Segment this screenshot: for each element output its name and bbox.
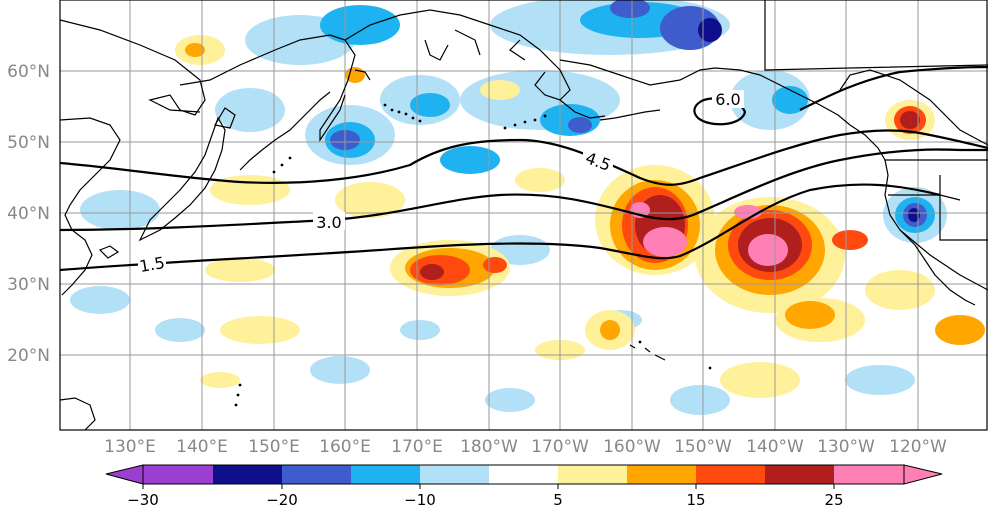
contour-label-3-0: 3.0 [316, 213, 341, 232]
contour-label-1-5: 1.5 [138, 253, 166, 276]
lat-label-30n: 30°N [7, 275, 50, 295]
lon-label-140w: 140°W [746, 437, 804, 457]
lat-label-60n: 60°N [7, 62, 50, 82]
lon-label-130w: 130°W [817, 437, 875, 457]
colorbar-segment [834, 465, 904, 484]
colorbar-tick-label: −30 [127, 491, 159, 509]
contour-labels: 6.0 4.5 3.0 1.5 [138, 90, 744, 276]
colorbar-tick-label: −20 [266, 491, 298, 509]
colorbar-segment [282, 465, 351, 484]
colorbar-segment [558, 465, 627, 484]
colorbar-tick-label: 15 [686, 491, 705, 509]
colorbar-tick-label: 5 [553, 491, 563, 509]
lat-label-40n: 40°N [7, 204, 50, 224]
contour-label-6-0: 6.0 [715, 90, 740, 109]
lon-label-150w: 150°W [674, 437, 732, 457]
colorbar-segment [351, 465, 420, 484]
colorbar-tick-label: 25 [824, 491, 843, 509]
colorbar-segment [627, 465, 696, 484]
colorbar-segment [143, 465, 213, 484]
lon-label-150e: 150°E [248, 437, 300, 457]
colorbar-extend-max [903, 464, 943, 485]
colorbar-segment [765, 465, 834, 484]
plot-frame [59, 0, 988, 431]
longitude-labels: 130°E 140°E 150°E 160°E 170°E 180°W 170°… [104, 437, 947, 457]
colorbar-extend-min [105, 464, 144, 485]
colorbar: −30 −20 −10 5 15 25 [105, 464, 943, 509]
plot-area: 6.0 4.5 3.0 1.5 [60, 0, 988, 430]
colorbar-segment [696, 465, 765, 484]
lat-label-50n: 50°N [7, 133, 50, 153]
latitude-labels: 60°N 50°N 40°N 30°N 20°N [7, 62, 50, 366]
lat-label-20n: 20°N [7, 346, 50, 366]
lon-label-130e: 130°E [104, 437, 156, 457]
colorbar-segment [420, 465, 489, 484]
lon-label-180w: 180°W [460, 437, 518, 457]
colorbar-tick-label: −10 [404, 491, 436, 509]
contour-line-1-5 [60, 183, 941, 272]
colorbar-segment [489, 465, 558, 484]
lon-label-140e: 140°E [176, 437, 228, 457]
contour-line-6-0-upper [799, 65, 988, 111]
lon-label-170w: 170°W [531, 437, 589, 457]
lon-label-170e: 170°E [391, 437, 443, 457]
lon-label-120w: 120°W [889, 437, 947, 457]
island-markers [234, 103, 712, 407]
contour-line-3-0 [60, 148, 988, 232]
negative-anomaly-shading [70, 0, 947, 415]
lon-label-160e: 160°E [319, 437, 371, 457]
coastlines [60, 0, 988, 430]
colorbar-segment [213, 465, 282, 484]
colorbar-frame [142, 464, 905, 485]
lon-label-160w: 160°W [603, 437, 661, 457]
